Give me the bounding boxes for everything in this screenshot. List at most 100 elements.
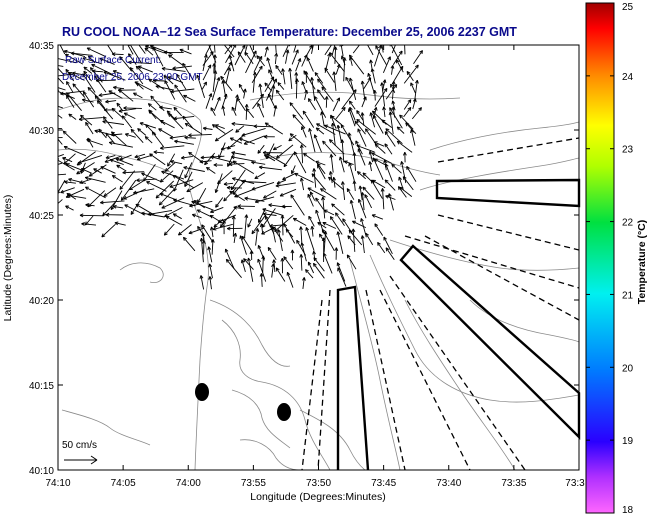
current-vector <box>64 181 76 184</box>
current-vector <box>289 102 304 120</box>
current-vector-head <box>372 110 376 113</box>
current-vector <box>155 180 175 199</box>
colorbar-tick-label: 18 <box>622 505 634 516</box>
current-vector-head <box>352 180 355 185</box>
current-vector <box>141 172 163 183</box>
current-vector-head <box>229 190 232 195</box>
current-vector-head <box>82 73 87 76</box>
current-vector <box>58 73 73 77</box>
current-vector-head <box>313 257 318 260</box>
current-vector <box>231 151 246 156</box>
current-vector-head <box>237 205 242 209</box>
current-vector-head <box>311 225 315 230</box>
current-vector <box>264 46 269 57</box>
current-vector-head <box>208 276 211 280</box>
current-vector <box>211 77 220 101</box>
current-vector-head <box>211 226 214 231</box>
current-vector-head <box>307 57 311 61</box>
current-vector-head <box>122 172 127 175</box>
current-vector-head <box>321 111 324 115</box>
current-vector <box>308 98 316 111</box>
current-vector-head <box>105 132 110 135</box>
current-vector-head <box>52 166 56 167</box>
current-vector-head <box>349 77 353 81</box>
current-vector-head <box>53 72 54 75</box>
current-vector <box>346 188 355 200</box>
current-vector <box>385 163 393 182</box>
current-vector <box>197 187 207 204</box>
current-vector-head <box>83 71 86 75</box>
current-vector <box>103 187 117 197</box>
current-vector <box>369 150 374 163</box>
colorbar-tick-label: 25 <box>622 2 634 13</box>
chart-title: RU COOL NOAA−12 Sea Surface Temperature:… <box>62 25 517 39</box>
current-vector-head <box>170 160 174 164</box>
current-vector-head <box>118 108 123 112</box>
current-vector <box>255 196 275 203</box>
current-vector <box>100 200 125 204</box>
current-vector-head <box>349 200 352 204</box>
current-vector <box>264 82 273 92</box>
current-vector <box>369 161 372 172</box>
current-vector <box>211 239 214 255</box>
current-vector-head <box>212 124 215 128</box>
current-vector <box>136 82 144 90</box>
current-vector-head <box>130 129 133 133</box>
current-vector-head <box>356 110 358 115</box>
current-vector <box>324 124 346 135</box>
current-vector-head <box>102 212 105 216</box>
current-vector <box>58 90 75 100</box>
current-vector-head <box>85 203 90 206</box>
current-vector-head <box>88 55 92 58</box>
current-vector <box>119 154 132 161</box>
current-vector-head <box>237 51 242 54</box>
current-vector <box>301 81 307 92</box>
current-vector-head <box>160 147 164 150</box>
current-vector-head <box>266 57 268 62</box>
current-vector <box>384 179 396 191</box>
current-vector-head <box>137 128 142 130</box>
current-vector-head <box>223 197 226 202</box>
current-vector-head <box>391 164 394 168</box>
current-vector-head <box>275 155 279 159</box>
current-vector <box>241 259 246 273</box>
current-vector-head <box>113 204 117 207</box>
current-vector <box>172 213 182 220</box>
current-vector-head <box>253 124 258 127</box>
current-vector-head <box>237 51 240 56</box>
current-vector <box>391 163 402 174</box>
current-vector-head <box>321 86 326 89</box>
current-vector-head <box>134 154 138 158</box>
current-vector-head <box>308 128 310 132</box>
current-vector-head <box>405 122 408 127</box>
current-vector <box>231 106 237 116</box>
current-vector-head <box>300 177 304 182</box>
current-vector <box>384 131 396 147</box>
current-vector-head <box>361 235 365 239</box>
current-vector <box>226 187 242 189</box>
current-vector <box>111 107 123 118</box>
current-vector-head <box>60 93 64 96</box>
current-vector-head <box>253 50 257 54</box>
current-vector-head <box>288 139 293 142</box>
current-vector-head <box>173 118 178 121</box>
current-vector-head <box>137 128 140 132</box>
current-vector <box>317 222 327 229</box>
current-vector <box>323 209 335 216</box>
current-vector-head <box>263 212 267 215</box>
current-vector-head <box>256 55 258 60</box>
current-vector-head <box>152 46 157 50</box>
current-vector-head <box>321 86 324 91</box>
current-vector-head <box>82 99 86 103</box>
current-vector <box>174 140 194 145</box>
current-vector-head <box>272 259 275 264</box>
current-vector <box>372 110 387 125</box>
current-vector <box>260 273 263 287</box>
current-vector-head <box>160 146 164 149</box>
current-vector-head <box>66 92 70 95</box>
current-vector-head <box>356 118 361 121</box>
current-vector-head <box>345 76 349 80</box>
current-vector <box>269 224 284 227</box>
current-vector <box>173 169 184 192</box>
